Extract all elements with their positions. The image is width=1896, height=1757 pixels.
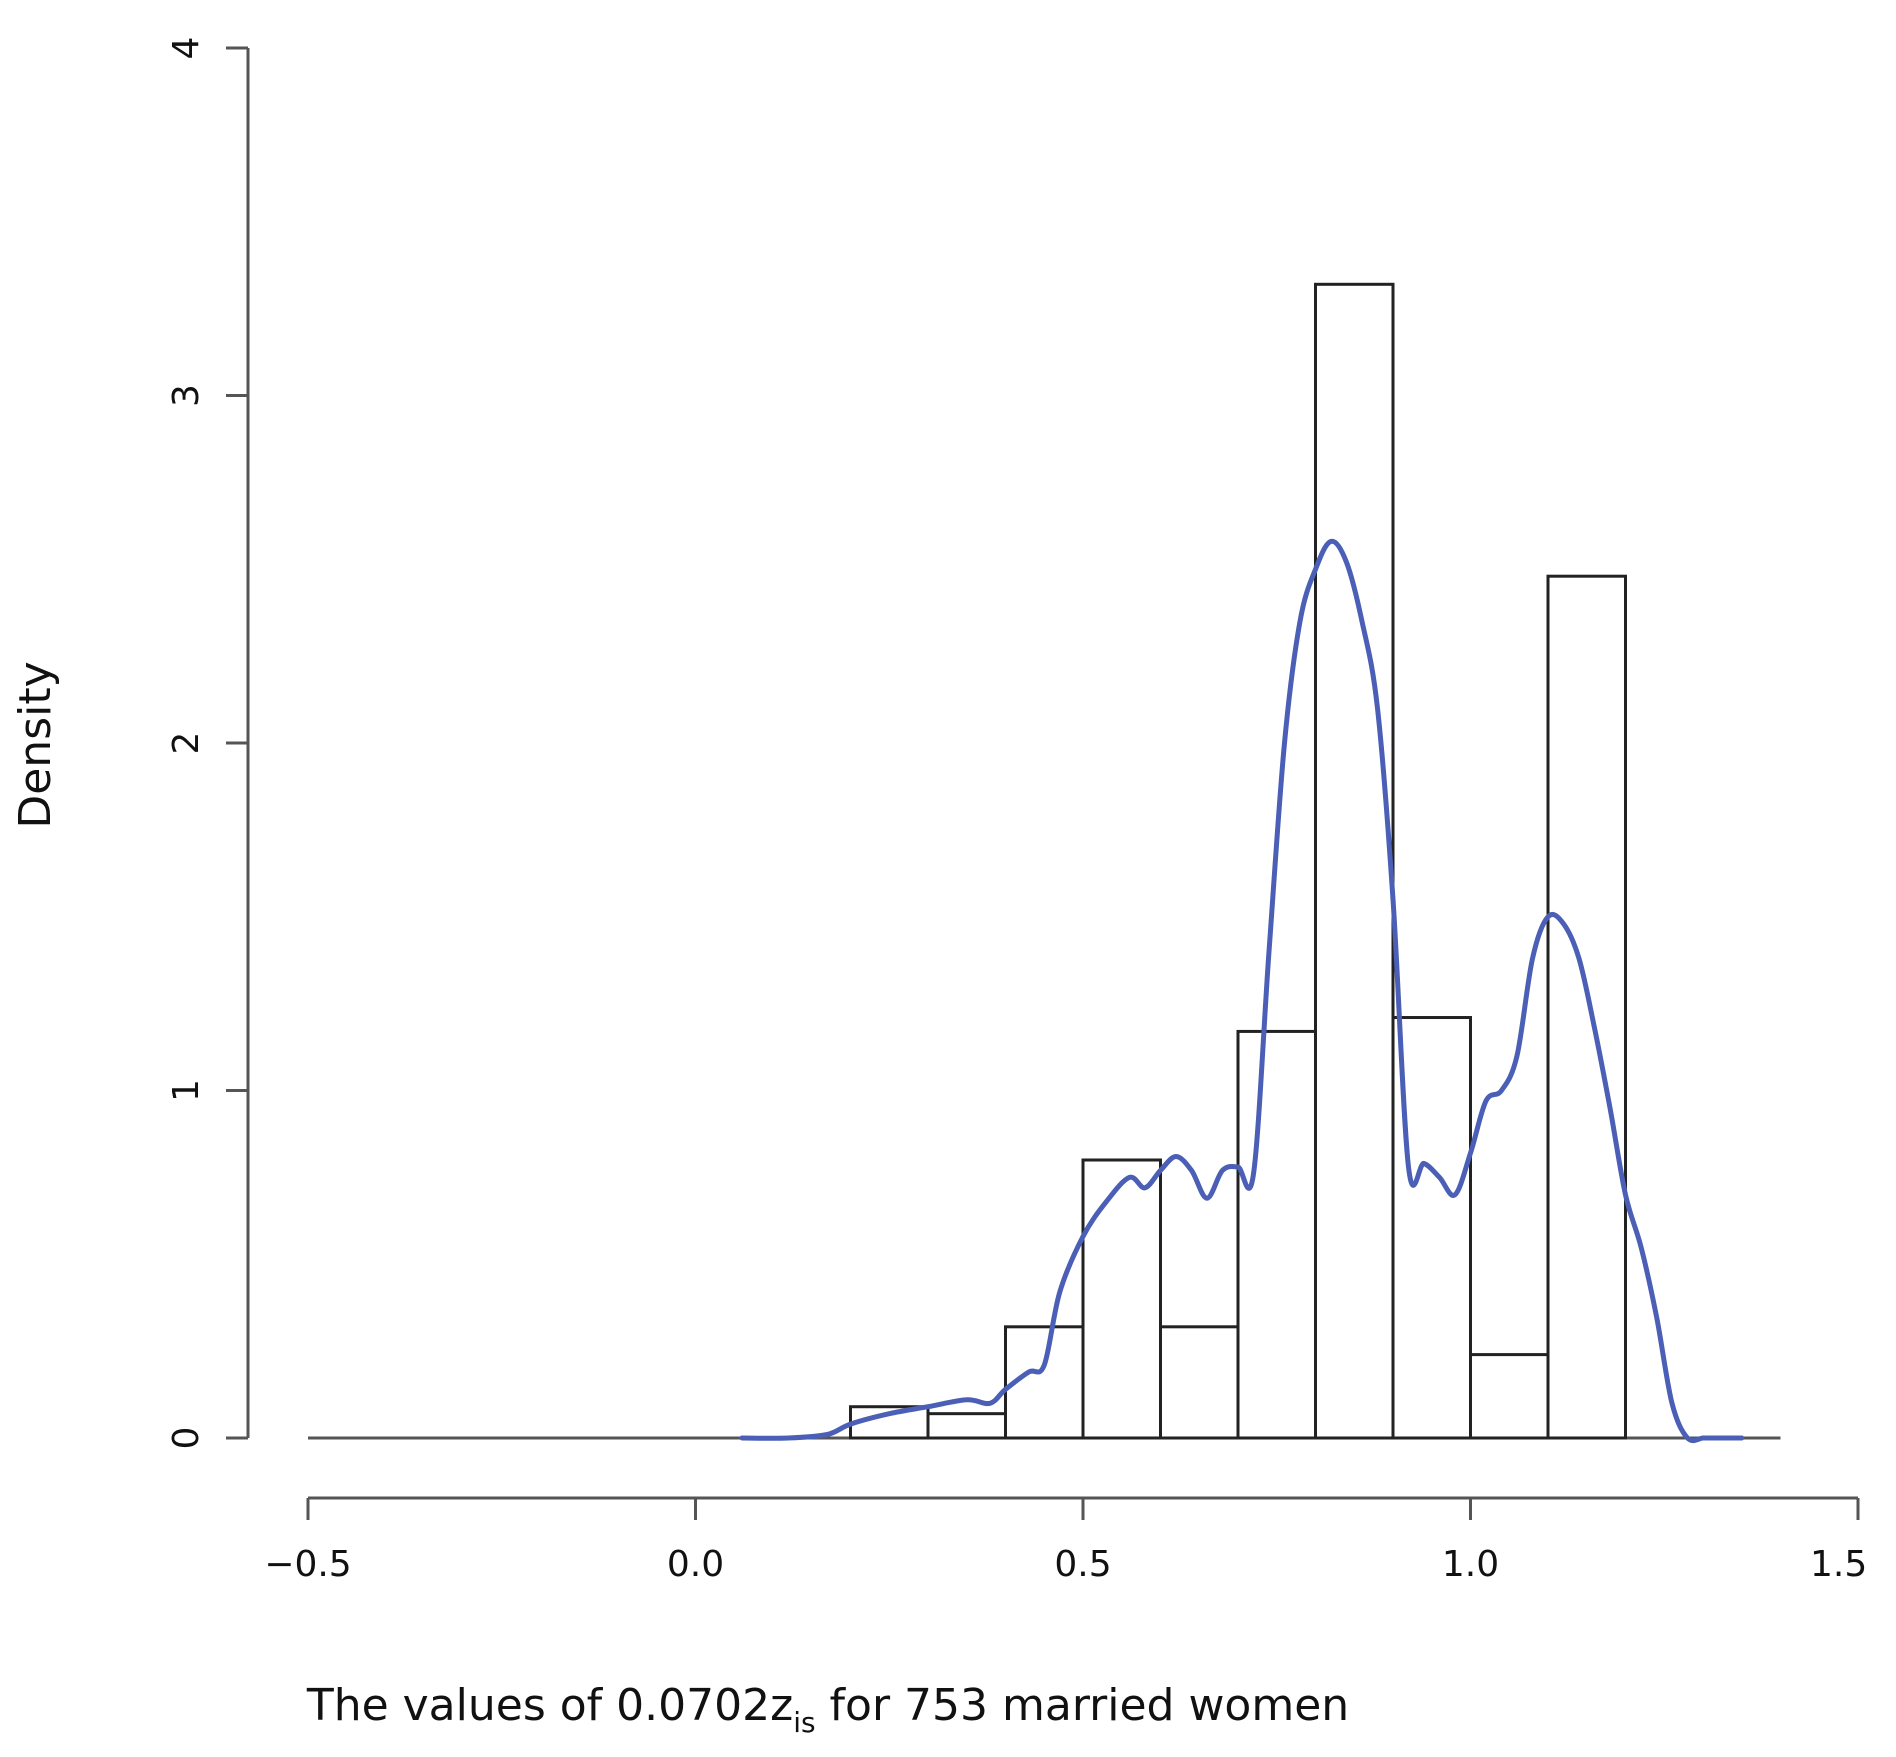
y-axis: 0 1 2 3 4 — [166, 37, 250, 1450]
y-axis-title: Density — [10, 661, 61, 828]
histogram-bar-3 — [1081, 1158, 1162, 1440]
y-tick-label-3: 3 — [166, 384, 207, 407]
histogram-bar-2 — [1004, 1325, 1085, 1440]
x-axis-title: The values of 0.0702zis for 753 married … — [306, 1680, 1349, 1739]
x-axis-title-suffix: for 753 married women — [816, 1680, 1350, 1731]
histogram-bar-1 — [926, 1412, 1007, 1440]
x-tick-label-1: 0.0 — [667, 1544, 724, 1585]
x-tick-label-4: 1.5 — [1810, 1544, 1867, 1585]
x-tick-label-3: 1.0 — [1442, 1544, 1499, 1585]
histogram-bar-6 — [1314, 282, 1395, 1440]
histogram-bar-4 — [1159, 1325, 1240, 1440]
y-tick-label-0: 0 — [166, 1427, 207, 1450]
density-curve-layer — [739, 538, 1745, 1444]
histogram-bar-9 — [1546, 574, 1627, 1440]
y-tick-label-2: 2 — [166, 732, 207, 755]
histogram-bar-7 — [1391, 1016, 1472, 1440]
x-axis: −0.5 0.0 0.5 1.0 1.5 — [264, 1496, 1867, 1585]
density-curve — [739, 538, 1745, 1444]
y-tick-label-4: 4 — [166, 37, 207, 60]
histogram-bars — [308, 282, 1781, 1440]
x-tick-label-2: 0.5 — [1054, 1544, 1111, 1585]
histogram-bar-5 — [1236, 1029, 1317, 1440]
x-axis-title-subscript: is — [793, 1706, 815, 1739]
x-axis-title-prefix: The values of 0.0702z — [306, 1680, 793, 1731]
histogram-bar-8 — [1469, 1353, 1550, 1440]
x-tick-label-0: −0.5 — [264, 1544, 351, 1585]
y-tick-label-1: 1 — [166, 1079, 207, 1102]
